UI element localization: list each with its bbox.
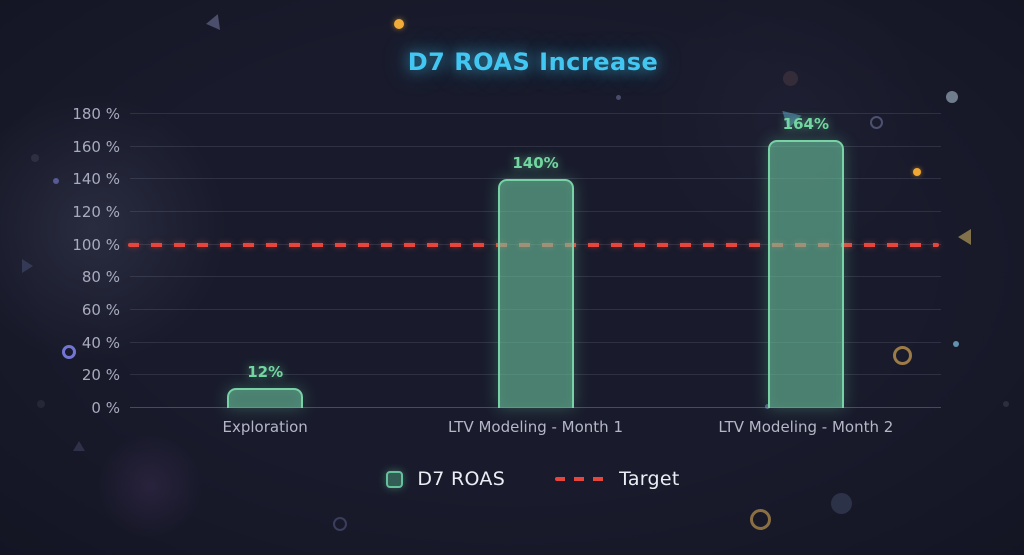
y-tick-label: 60 % (81, 301, 120, 319)
decoration-dot (616, 95, 621, 100)
chart-title: D7 ROAS Increase (407, 48, 659, 76)
bar-value-label-ltv-modeling-month-1: 140% (512, 154, 559, 173)
decoration-triangle (204, 14, 221, 32)
gridline-180 (130, 113, 941, 114)
legend: D7 ROAS Target (0, 464, 1024, 494)
decoration-dot (831, 493, 852, 514)
bar-exploration (227, 388, 304, 408)
decoration-triangle (73, 441, 85, 451)
decoration-dot (394, 19, 404, 29)
y-tick-label: 40 % (81, 333, 120, 352)
bar-series-swatch-icon (386, 470, 404, 488)
decoration-ring (750, 509, 771, 530)
decoration-dot (946, 91, 958, 103)
y-tick-label: 160 % (72, 137, 120, 156)
bar-ltv-modeling-month-1 (497, 179, 574, 408)
legend-target-label: Target (619, 468, 680, 490)
legend-series-label: D7 ROAS (417, 468, 506, 490)
y-tick-label: 180 % (72, 105, 120, 123)
x-tick-label-exploration: Exploration (222, 418, 308, 436)
x-tick-label-ltv-modeling-month-2: LTV Modeling - Month 2 (718, 418, 894, 436)
x-axis: Exploration LTV Modeling - Month 1 LTV Mod… (130, 418, 941, 440)
y-tick-label: 20 % (81, 366, 120, 385)
plot-area: 12% 140% 164% (128, 113, 941, 408)
y-tick-label: 120 % (72, 203, 120, 221)
plot-wrap: 0 % 20 % 40 % 60 % 80 % 100 % 120 % 140 % 160 % 1… (0, 105, 1024, 436)
decoration-ring (333, 517, 347, 531)
y-tick-label: 80 % (81, 268, 120, 287)
y-tick-label: 140 % (72, 170, 120, 189)
target-line-swatch-icon (555, 477, 606, 481)
gridline-160 (130, 145, 941, 147)
gridline-140 (130, 178, 941, 180)
y-tick-label: 100 % (72, 235, 120, 254)
y-axis: 0 % 20 % 40 % 60 % 80 % 100 % 120 % 140 % 160 % 1… (0, 105, 120, 417)
bar-value-label-exploration: 12% (247, 363, 284, 382)
y-tick-label: 0 % (91, 399, 120, 417)
bar-value-label-ltv-modeling-month-2: 164% (782, 115, 829, 134)
x-tick-label-ltv-modeling-month-1: LTV Modeling - Month 1 (448, 418, 623, 436)
bar-ltv-modeling-month-2 (767, 140, 844, 408)
